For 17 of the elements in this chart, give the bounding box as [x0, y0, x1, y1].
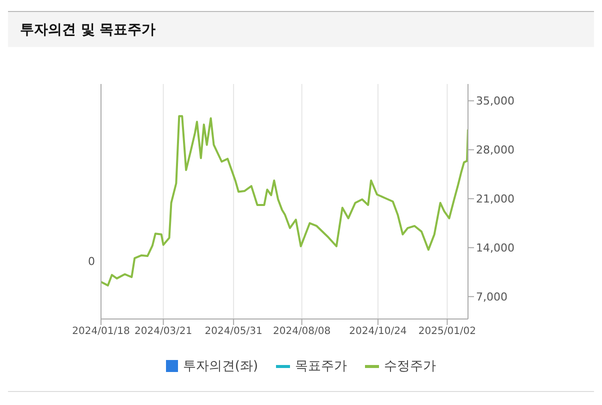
legend-label: 수정주가: [383, 358, 436, 375]
y2-tick-label: 35,000: [476, 94, 514, 108]
x-tick-label: 2024/10/24: [349, 326, 407, 338]
legend-label: 목표주가: [294, 358, 348, 375]
x-tick-label: 2024/05/31: [204, 326, 262, 338]
x-tick-label: 2024/01/18: [72, 326, 130, 338]
y2-tick-label: 7,000: [476, 290, 508, 304]
x-tick-label: 2025/01/02: [418, 326, 476, 338]
y2-tick-label: 21,000: [476, 192, 514, 206]
x-tick-label: 2024/08/08: [272, 326, 331, 338]
y2-tick-label: 28,000: [476, 144, 514, 157]
y2-tick-label: 14,000: [476, 242, 514, 255]
line-series: [101, 115, 468, 286]
legend-label: 투자의견(좌): [182, 358, 258, 375]
text: 0: [88, 255, 95, 268]
chart-title: 투자의견 및 목표주가: [8, 11, 594, 47]
x-tick-label: 2024/03/21: [134, 326, 192, 338]
